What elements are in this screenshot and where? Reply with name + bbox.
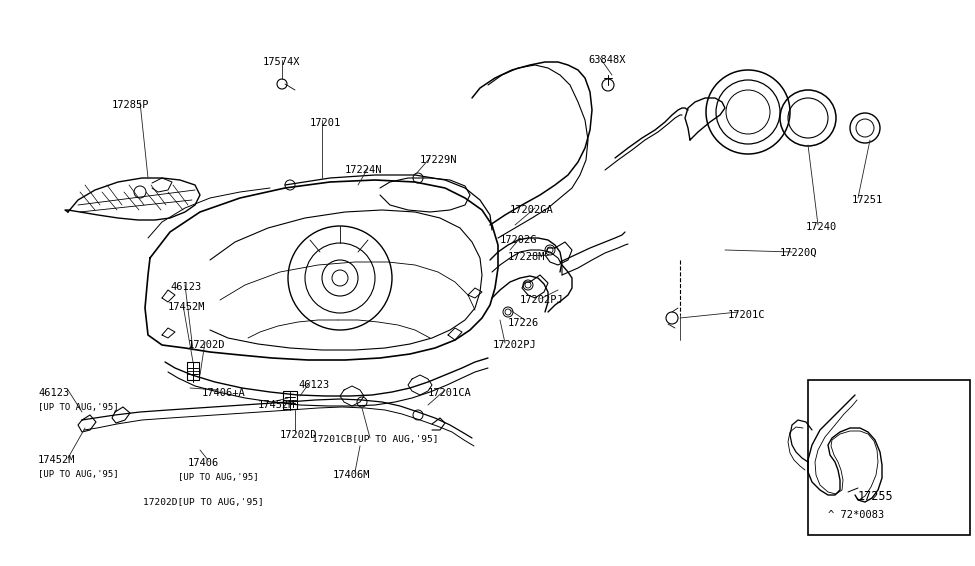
Text: 17251: 17251	[852, 195, 883, 205]
Text: 17201: 17201	[310, 118, 341, 128]
Text: 46123: 46123	[298, 380, 330, 390]
Text: [UP TO AUG,'95]: [UP TO AUG,'95]	[178, 473, 258, 482]
Text: 17201CB[UP TO AUG,'95]: 17201CB[UP TO AUG,'95]	[312, 435, 439, 444]
Text: 17224N: 17224N	[345, 165, 382, 175]
Text: [UP TO AUG,'95]: [UP TO AUG,'95]	[38, 403, 119, 412]
Text: 17406+A: 17406+A	[202, 388, 246, 398]
Text: 17255: 17255	[858, 490, 894, 503]
Text: 46123: 46123	[170, 282, 201, 292]
Text: 17406M: 17406M	[333, 470, 370, 480]
Text: ^ 72*0083: ^ 72*0083	[828, 510, 884, 520]
Text: 17229N: 17229N	[420, 155, 457, 165]
Text: 17202D[UP TO AUG,'95]: 17202D[UP TO AUG,'95]	[143, 498, 264, 507]
Text: 17202GA: 17202GA	[510, 205, 554, 215]
Text: 17452M: 17452M	[258, 400, 295, 410]
Text: [UP TO AUG,'95]: [UP TO AUG,'95]	[38, 470, 119, 479]
Text: 17226: 17226	[508, 318, 539, 328]
Text: 17202PJ: 17202PJ	[493, 340, 537, 350]
Text: 17452M: 17452M	[168, 302, 206, 312]
Text: 17202D: 17202D	[280, 430, 318, 440]
Text: 46123: 46123	[38, 388, 69, 398]
Text: 17452M: 17452M	[38, 455, 75, 465]
Text: 17202D: 17202D	[188, 340, 225, 350]
Bar	[187, 362, 199, 380]
Text: 17202G: 17202G	[500, 235, 537, 245]
Text: 17574X: 17574X	[263, 57, 300, 67]
Bar	[283, 391, 297, 409]
Text: 17201CA: 17201CA	[428, 388, 472, 398]
Text: 17240: 17240	[806, 222, 838, 232]
Text: 17406: 17406	[188, 458, 219, 468]
Text: 17220Q: 17220Q	[780, 248, 817, 258]
Text: 17202PJ: 17202PJ	[520, 295, 564, 305]
Bar	[808, 380, 970, 535]
Text: 17201C: 17201C	[728, 310, 765, 320]
Text: 17285P: 17285P	[112, 100, 149, 110]
Text: 63848X: 63848X	[588, 55, 626, 65]
Text: 17228M: 17228M	[508, 252, 545, 262]
